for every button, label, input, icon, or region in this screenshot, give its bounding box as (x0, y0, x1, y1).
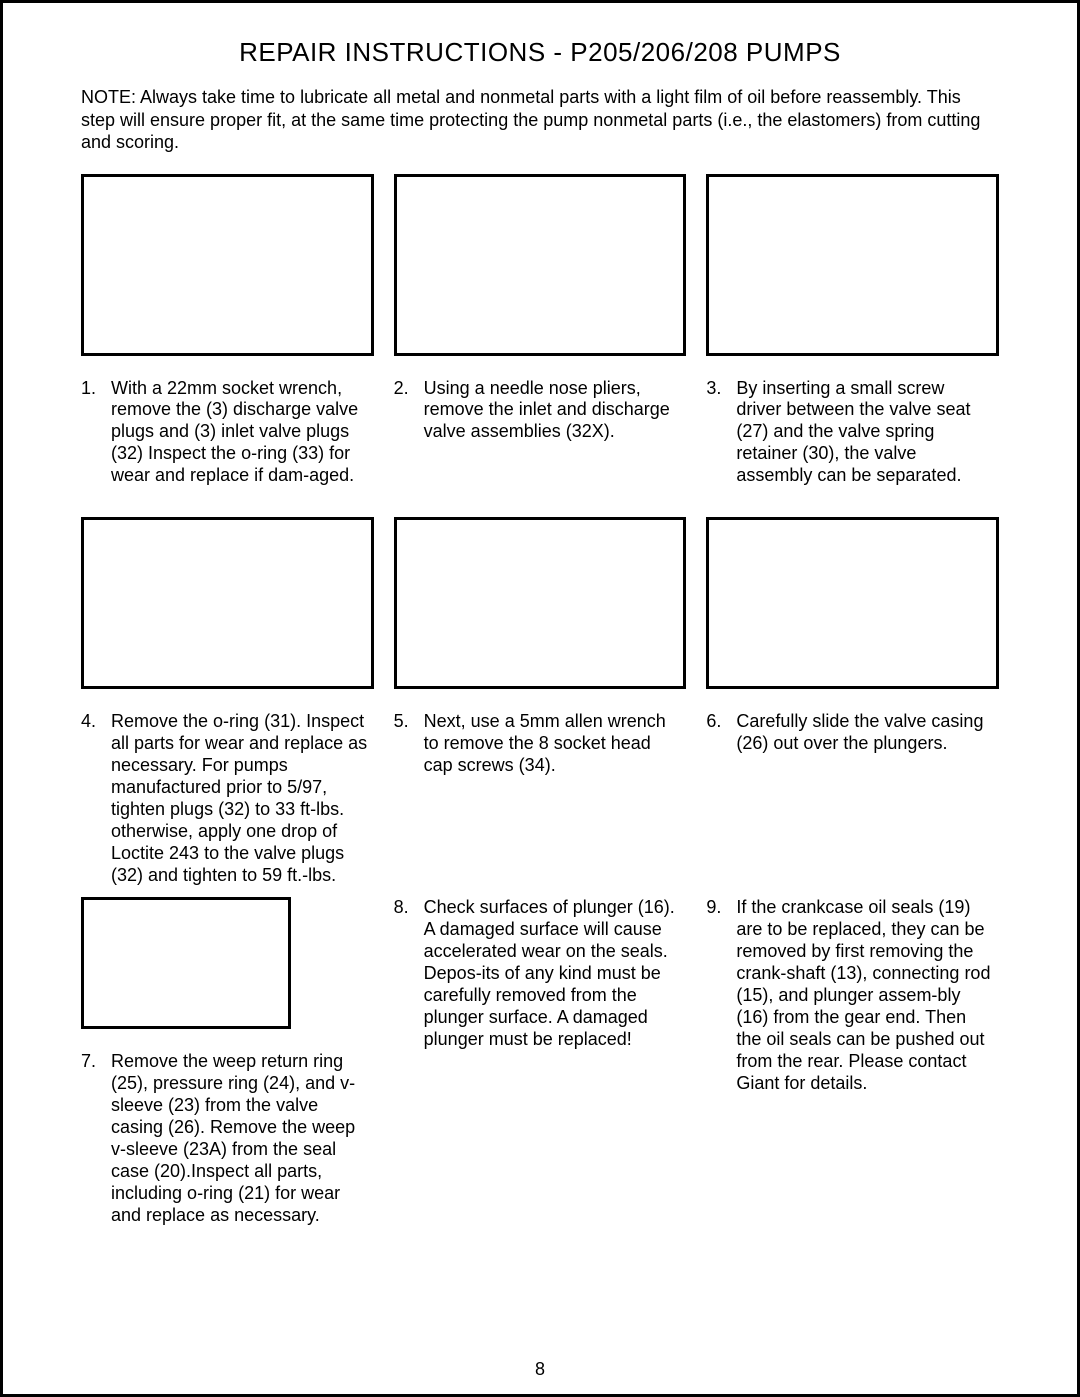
step-cell-7: 7. Remove the weep return ring (25), pre… (81, 897, 374, 1227)
figure-placeholder-6 (706, 517, 999, 689)
step-text: Using a needle nose pliers, remove the i… (424, 378, 687, 444)
step-2: 2. Using a needle nose pliers, remove th… (394, 378, 687, 444)
document-page: REPAIR INSTRUCTIONS - P205/206/208 PUMPS… (0, 0, 1080, 1397)
page-content: REPAIR INSTRUCTIONS - P205/206/208 PUMPS… (3, 3, 1077, 1227)
step-number: 7. (81, 1051, 111, 1227)
step-7: 7. Remove the weep return ring (25), pre… (81, 1051, 374, 1227)
step-text: Remove the o-ring (31). Inspect all part… (111, 711, 374, 887)
step-cell-8: 8. Check surfaces of plunger (16). A dam… (394, 897, 687, 1227)
step-cell-2: 2. Using a needle nose pliers, remove th… (394, 174, 687, 488)
step-cell-5: 5. Next, use a 5mm allen wrench to remov… (394, 517, 687, 887)
step-cell-3: 3. By inserting a small screw driver bet… (706, 174, 999, 488)
step-row-2: 4. Remove the o-ring (31). Inspect all p… (81, 517, 999, 887)
figure-placeholder-1 (81, 174, 374, 356)
step-8: 8. Check surfaces of plunger (16). A dam… (394, 897, 687, 1051)
step-number: 8. (394, 897, 424, 1051)
figure-placeholder-4 (81, 517, 374, 689)
page-title: REPAIR INSTRUCTIONS - P205/206/208 PUMPS (81, 37, 999, 68)
step-cell-4: 4. Remove the o-ring (31). Inspect all p… (81, 517, 374, 887)
step-6: 6. Carefully slide the valve casing (26)… (706, 711, 999, 755)
step-9: 9. If the crankcase oil seals (19) are t… (706, 897, 999, 1095)
step-text: Check surfaces of plunger (16). A damage… (424, 897, 687, 1051)
figure-placeholder-2 (394, 174, 687, 356)
figure-placeholder-5 (394, 517, 687, 689)
page-number: 8 (3, 1359, 1077, 1380)
step-text: By inserting a small screw driver betwee… (736, 378, 999, 488)
step-4: 4. Remove the o-ring (31). Inspect all p… (81, 711, 374, 887)
figure-placeholder-7 (81, 897, 291, 1029)
step-3: 3. By inserting a small screw driver bet… (706, 378, 999, 488)
step-cell-6: 6. Carefully slide the valve casing (26)… (706, 517, 999, 887)
step-row-3: 7. Remove the weep return ring (25), pre… (81, 897, 999, 1227)
step-number: 4. (81, 711, 111, 887)
step-text: If the crankcase oil seals (19) are to b… (736, 897, 999, 1095)
step-number: 5. (394, 711, 424, 777)
step-1: 1. With a 22mm socket wrench, remove the… (81, 378, 374, 488)
step-number: 2. (394, 378, 424, 444)
figure-placeholder-3 (706, 174, 999, 356)
step-text: Next, use a 5mm allen wrench to remove t… (424, 711, 687, 777)
step-5: 5. Next, use a 5mm allen wrench to remov… (394, 711, 687, 777)
step-cell-9: 9. If the crankcase oil seals (19) are t… (706, 897, 999, 1227)
step-number: 3. (706, 378, 736, 488)
step-text: With a 22mm socket wrench, remove the (3… (111, 378, 374, 488)
step-number: 9. (706, 897, 736, 1095)
step-row-1: 1. With a 22mm socket wrench, remove the… (81, 174, 999, 488)
step-text: Remove the weep return ring (25), pressu… (111, 1051, 374, 1227)
note-text: NOTE: Always take time to lubricate all … (81, 86, 999, 154)
step-cell-1: 1. With a 22mm socket wrench, remove the… (81, 174, 374, 488)
step-text: Carefully slide the valve casing (26) ou… (736, 711, 999, 755)
step-number: 6. (706, 711, 736, 755)
step-number: 1. (81, 378, 111, 488)
